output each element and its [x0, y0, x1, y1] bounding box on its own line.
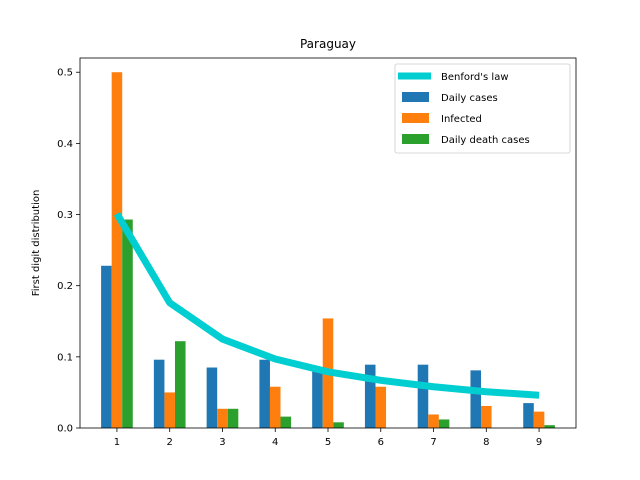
bar-infected-7	[428, 414, 439, 428]
x-tick-label: 9	[536, 437, 542, 448]
y-tick-label: 0.2	[57, 281, 73, 292]
bars-group	[101, 72, 555, 428]
x-tick-label: 5	[325, 437, 331, 448]
bar-infected-6	[375, 386, 387, 428]
bar-daily-death-cases-3	[227, 408, 239, 428]
bar-daily-cases-5	[312, 367, 323, 428]
y-tick-label: 0.5	[57, 68, 73, 79]
bar-daily-death-cases-2	[174, 341, 186, 428]
legend: Benford's law Daily cases Infected Daily de…	[394, 63, 571, 154]
chart-title: Paraguay	[300, 37, 356, 51]
legend-bar-swatch	[402, 134, 429, 144]
x-tick-label: 7	[430, 437, 436, 448]
legend-label: Daily death cases	[441, 135, 530, 146]
x-tick-label: 4	[272, 437, 278, 448]
bar-infected-2	[164, 392, 175, 428]
x-tick-label: 3	[219, 437, 225, 448]
y-tick-label: 0.3	[57, 210, 73, 221]
legend-label: Benford's law	[441, 72, 509, 83]
bar-daily-death-cases-5	[333, 422, 344, 428]
x-tick-label: 6	[378, 437, 384, 448]
legend-label: Infected	[441, 114, 482, 125]
bar-daily-cases-9	[523, 403, 534, 428]
bar-infected-3	[217, 408, 228, 428]
bar-daily-death-cases-7	[438, 419, 450, 428]
bar-daily-cases-3	[206, 367, 218, 428]
bar-infected-8	[481, 405, 492, 428]
bar-infected-9	[533, 411, 545, 428]
y-ticks: 0.0 0.1 0.2 0.3 0.4 0.5	[57, 68, 80, 435]
bar-daily-cases-2	[153, 359, 165, 428]
x-tick-label: 1	[114, 437, 120, 448]
x-tick-label: 2	[167, 437, 173, 448]
legend-bar-swatch	[402, 113, 429, 123]
bar-daily-death-cases-1	[122, 219, 133, 428]
x-ticks: 1 2 3 4 5 6 7 8 9	[114, 428, 542, 448]
bar-daily-cases-4	[259, 359, 270, 428]
bar-infected-1	[111, 72, 123, 428]
bar-daily-cases-7	[417, 364, 429, 428]
y-tick-label: 0.4	[57, 139, 73, 150]
y-axis-label: First digit distribution	[31, 190, 42, 297]
legend-bar-swatch	[402, 92, 429, 102]
y-tick-label: 0.0	[57, 424, 73, 435]
legend-frame	[394, 63, 571, 154]
bar-daily-cases-6	[364, 364, 376, 428]
benford-line	[113, 212, 540, 399]
y-tick-label: 0.1	[57, 352, 73, 363]
x-tick-label: 8	[483, 437, 489, 448]
bar-infected-4	[269, 386, 281, 428]
bar-daily-death-cases-9	[544, 425, 555, 428]
legend-label: Daily cases	[441, 93, 498, 104]
bar-daily-death-cases-4	[280, 416, 292, 428]
bar-daily-cases-1	[101, 265, 112, 428]
bar-daily-cases-8	[470, 370, 482, 428]
